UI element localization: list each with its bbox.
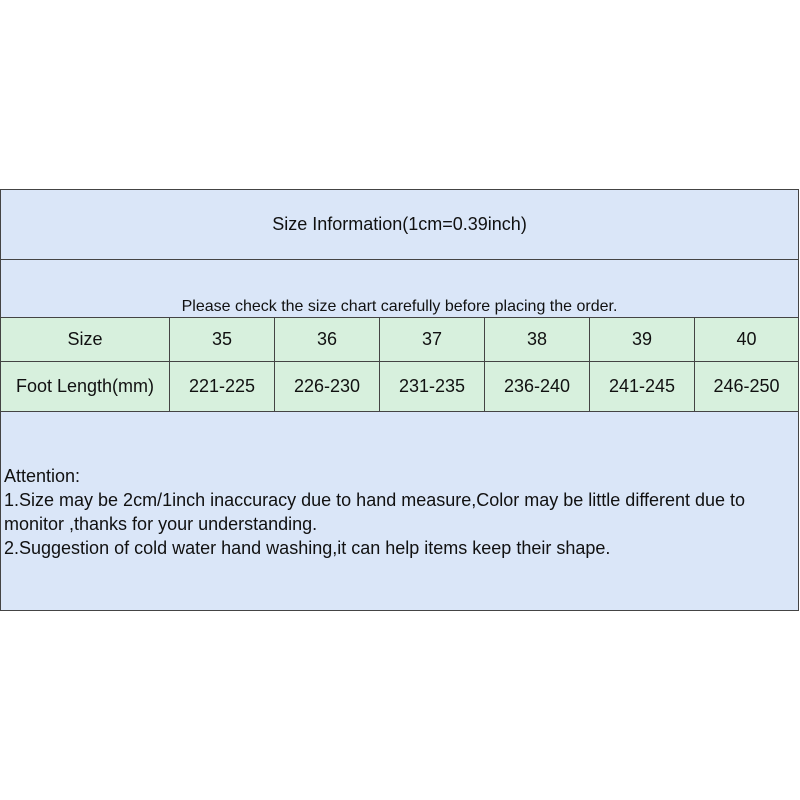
size-cell: 38 <box>485 318 590 361</box>
foot-length-row: Foot Length(mm) 221-225 226-230 231-235 … <box>1 362 798 412</box>
foot-length-cell: 221-225 <box>170 362 275 411</box>
attention-section: Attention: 1.Size may be 2cm/1inch inacc… <box>1 412 798 610</box>
foot-length-cell: 241-245 <box>590 362 695 411</box>
order-notice: Please check the size chart carefully be… <box>1 260 798 318</box>
size-cell: 36 <box>275 318 380 361</box>
attention-heading: Attention: <box>4 466 81 486</box>
attention-line: 1.Size may be 2cm/1inch inaccuracy due t… <box>4 490 746 534</box>
attention-line: 2.Suggestion of cold water hand washing,… <box>4 538 611 558</box>
size-cell: 35 <box>170 318 275 361</box>
foot-length-cell: 246-250 <box>713 376 780 396</box>
size-header: Size <box>1 318 170 361</box>
size-cell: 39 <box>590 318 695 361</box>
chart-title: Size Information(1cm=0.39inch) <box>1 190 798 260</box>
size-cell: 40 <box>736 329 757 349</box>
size-row: Size 35 36 37 38 39 40 <box>1 318 798 362</box>
size-chart: Size Information(1cm=0.39inch) Please ch… <box>0 189 799 611</box>
foot-length-cell: 231-235 <box>380 362 485 411</box>
foot-length-cell: 226-230 <box>275 362 380 411</box>
foot-length-header: Foot Length(mm) <box>1 362 170 411</box>
foot-length-cell: 236-240 <box>485 362 590 411</box>
size-cell: 37 <box>380 318 485 361</box>
